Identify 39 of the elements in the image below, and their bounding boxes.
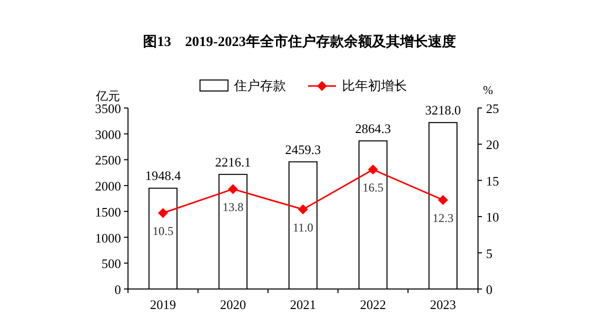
- y-tick-label: 3000: [95, 126, 121, 142]
- data-label: 12.3: [432, 210, 454, 225]
- data-label: 16.5: [362, 180, 384, 195]
- point: [158, 208, 168, 218]
- data-label: 13.8: [222, 200, 244, 214]
- point: [298, 204, 308, 214]
- x-tick-label: 2019: [150, 297, 176, 312]
- data-label: 2216.1: [215, 154, 251, 170]
- y-tick-label: 1000: [95, 230, 121, 246]
- x-tick-label: 2021: [290, 297, 316, 312]
- y-tick-label: 500: [102, 256, 121, 272]
- legend-label: 比年初增长: [342, 79, 407, 94]
- x-tick-label: 2023: [430, 297, 456, 312]
- y-axis-title: 亿元: [95, 89, 120, 103]
- data-label: 3218.0: [425, 102, 461, 118]
- y2-tick-label: 5: [486, 246, 492, 261]
- y-tick-label: 2000: [95, 178, 121, 194]
- data-label: 11.0: [292, 220, 314, 234]
- y2-tick-label: 10: [486, 210, 499, 225]
- y2-tick-label: 25: [486, 101, 499, 116]
- y-tick-label: 3500: [95, 101, 121, 116]
- point: [438, 194, 448, 205]
- data-label: 2459.3: [285, 142, 321, 157]
- y2-tick-label: 0: [486, 282, 492, 297]
- y2-tick-label: 20: [486, 137, 499, 152]
- point: [228, 184, 238, 194]
- y2-axis-title: %: [483, 83, 493, 97]
- x-tick-label: 2022: [360, 297, 386, 312]
- legend-label: 住户存款: [233, 79, 286, 94]
- data-label: 1948.4: [145, 168, 182, 184]
- y2-tick-label: 15: [486, 173, 499, 188]
- data-label: 2864.3: [355, 120, 391, 136]
- x-tick-label: 2020: [220, 297, 246, 312]
- y-tick-label: 0: [114, 282, 121, 297]
- point: [368, 164, 378, 175]
- y-tick-label: 1500: [95, 204, 121, 220]
- data-label: 10.5: [152, 224, 174, 238]
- y-tick-label: 2500: [95, 152, 121, 168]
- chart-title: 图13 2019-2023年全市住户存款余额及其增长速度: [143, 33, 456, 50]
